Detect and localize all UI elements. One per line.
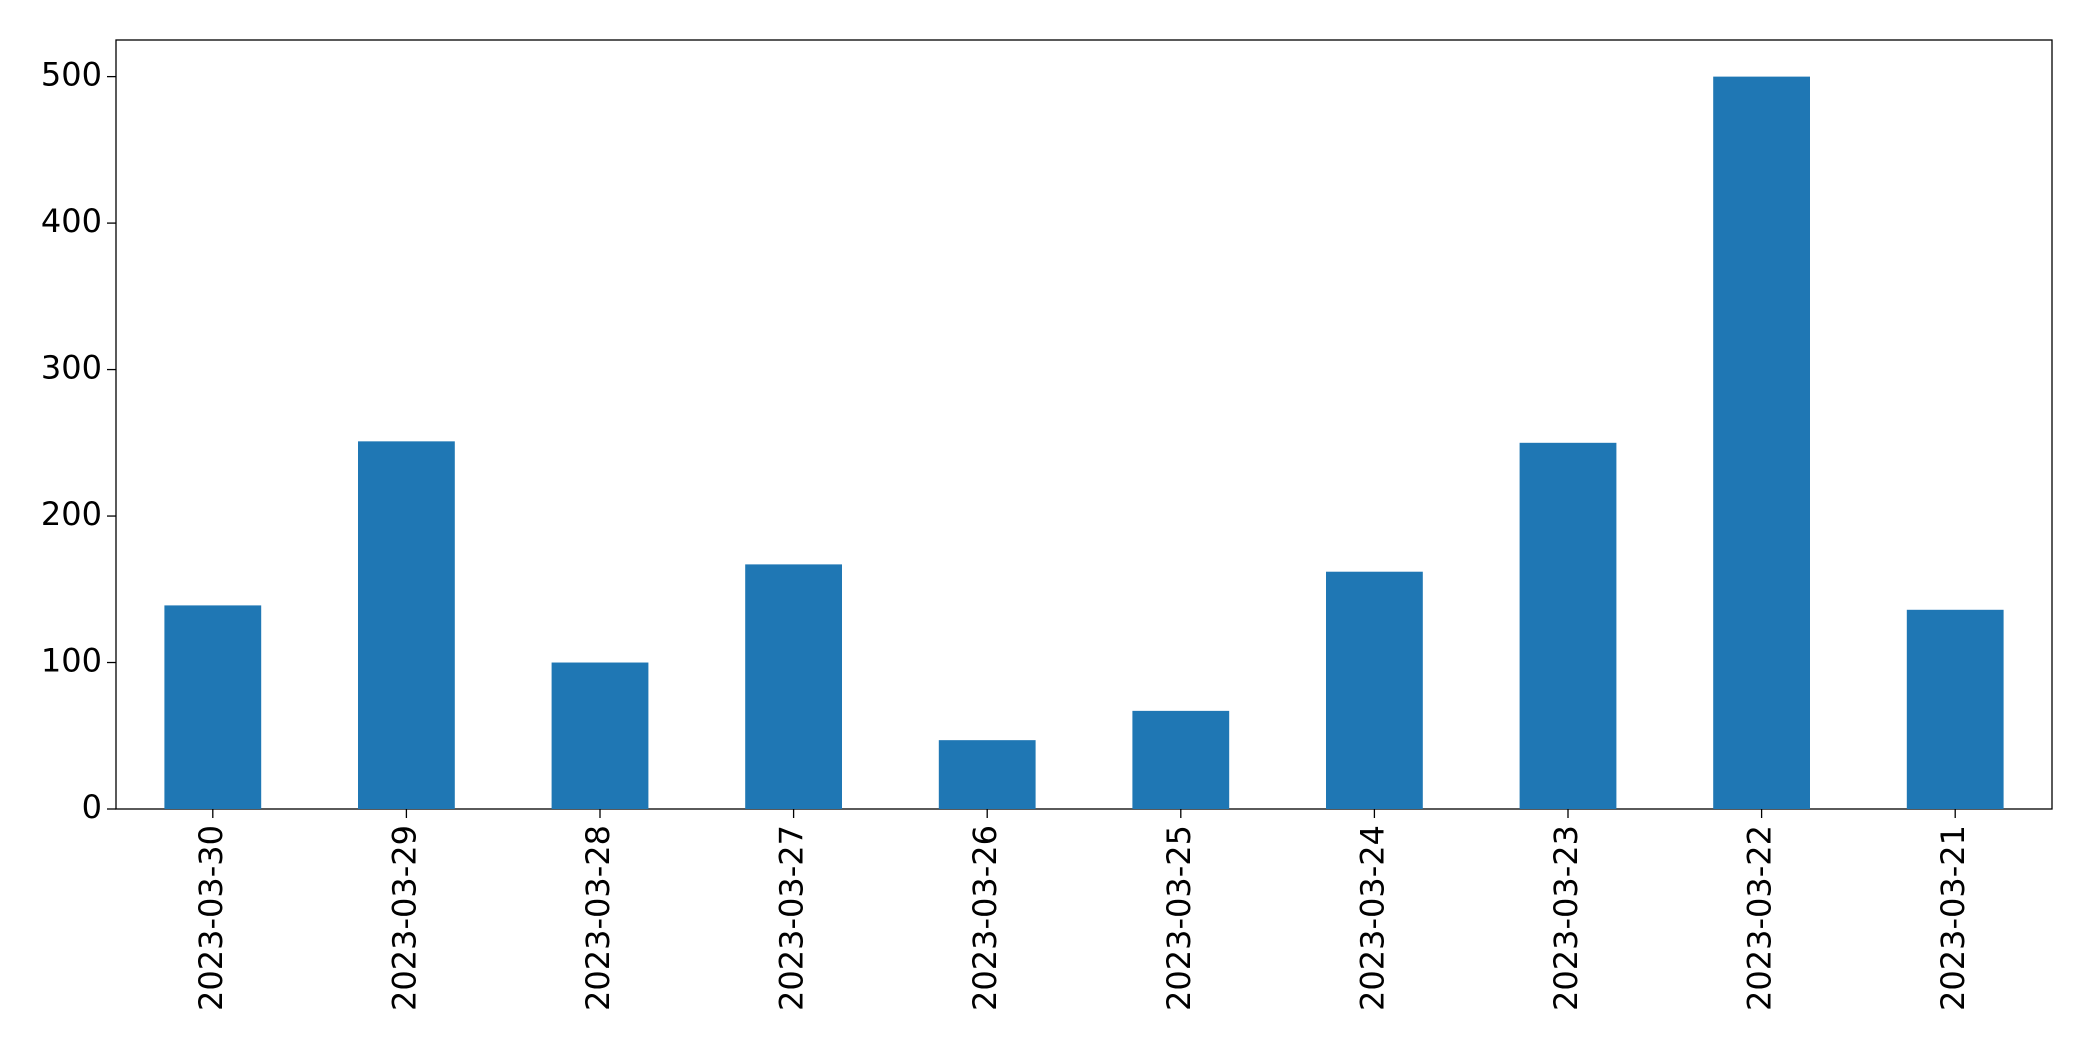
y-tick-label: 500	[41, 56, 102, 94]
x-tick-label: 2023-03-22	[1741, 825, 1779, 1011]
x-tick-label: 2023-03-29	[385, 825, 423, 1011]
x-tick-label: 2023-03-21	[1934, 825, 1972, 1011]
bar	[164, 605, 262, 809]
x-tick-label: 2023-03-30	[192, 825, 230, 1011]
y-tick-label: 100	[41, 642, 102, 680]
bar	[1519, 442, 1617, 809]
y-tick-label: 0	[82, 788, 102, 826]
bar	[1713, 76, 1810, 810]
x-tick-label: 2023-03-25	[1160, 825, 1198, 1011]
bar	[551, 662, 649, 809]
y-tick-label: 200	[41, 495, 102, 533]
bar	[358, 441, 455, 809]
x-tick-label: 2023-03-27	[773, 825, 811, 1011]
bar	[1132, 710, 1230, 809]
bar	[1326, 571, 1423, 809]
bar	[745, 564, 842, 809]
plot-frame	[115, 39, 2053, 810]
x-tick-label: 2023-03-24	[1353, 825, 1391, 1011]
x-tick-label: 2023-03-28	[579, 825, 617, 1011]
bar	[938, 740, 1036, 809]
x-tick-label: 2023-03-23	[1547, 825, 1585, 1011]
y-tick-label: 300	[41, 349, 102, 387]
y-tick-label: 400	[41, 202, 102, 240]
bar	[1906, 609, 2004, 809]
x-tick-label: 2023-03-26	[966, 825, 1004, 1011]
